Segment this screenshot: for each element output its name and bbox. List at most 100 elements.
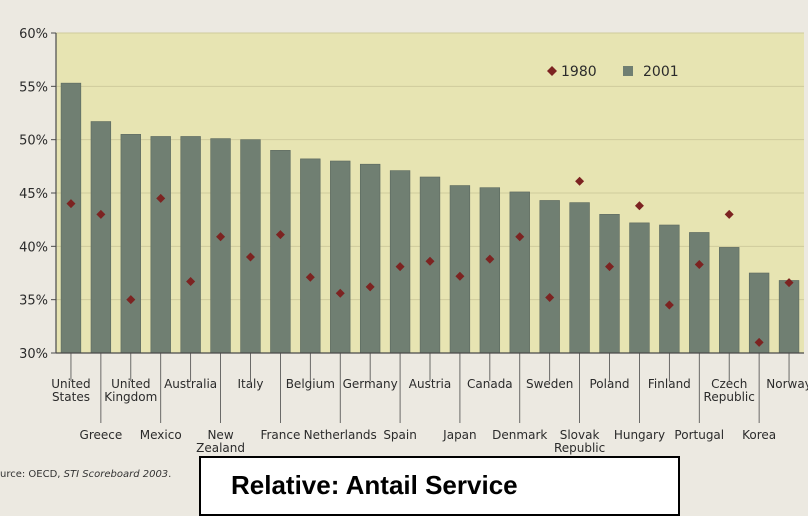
marker-1980	[724, 209, 734, 219]
marker-1980	[664, 300, 674, 310]
bar-2001	[599, 214, 620, 354]
bar-2001	[359, 163, 381, 354]
x-category-label: States	[52, 390, 90, 404]
source-note: urce: OECD, STI Scoreboard 2003.	[0, 469, 171, 480]
bar-2001	[719, 247, 740, 354]
marker-1980	[485, 254, 495, 264]
legend: 1980 2001	[547, 64, 679, 80]
x-category-label: Republic	[554, 441, 605, 455]
marker-1980	[605, 262, 615, 272]
bar-2001	[778, 280, 800, 354]
y-axis-ticks: 30% 35% 40% 45% 50% 55% 60%	[19, 27, 56, 362]
legend-label-2001: 2001	[643, 64, 679, 80]
x-category-label: Korea	[742, 428, 776, 442]
bar-2001	[120, 134, 141, 354]
caption-text: Relative: Antail Service	[231, 470, 518, 500]
bar-2001	[659, 224, 680, 354]
bars-2001	[60, 82, 800, 354]
bar-2001	[240, 139, 261, 354]
bar-2001	[210, 138, 231, 354]
x-category-label: Slovak	[560, 428, 600, 442]
source-prefix: urce: OECD,	[0, 469, 64, 480]
x-category-label: Portugal	[674, 428, 724, 442]
y-tick-label: 30%	[19, 347, 48, 362]
marker-1980	[425, 256, 435, 266]
bar-2001	[479, 187, 501, 354]
y-tick-label: 45%	[19, 187, 48, 202]
marker-1980	[455, 271, 465, 281]
x-category-label: Sweden	[526, 377, 573, 391]
legend-label-1980: 1980	[561, 64, 597, 80]
marker-1980	[275, 230, 285, 240]
x-category-label: Greece	[80, 428, 123, 442]
marker-1980	[784, 278, 794, 288]
x-category-label: Kingdom	[104, 390, 157, 404]
marker-1980	[395, 262, 405, 272]
marker-1980	[245, 252, 255, 262]
marker-1980	[515, 232, 525, 242]
x-category-label: Japan	[442, 428, 476, 442]
x-category-label: Austria	[409, 377, 451, 391]
marker-1980	[156, 193, 166, 203]
x-category-label: Australia	[164, 377, 217, 391]
x-category-label: United	[111, 377, 150, 391]
markers-1980	[66, 176, 794, 347]
x-axis-labels: UnitedStatesGreeceUnitedKingdomMexicoAus…	[51, 353, 808, 455]
x-category-label: Spain	[383, 428, 417, 442]
marker-1980	[634, 201, 644, 211]
marker-1980	[126, 295, 136, 305]
bar-2001	[569, 202, 590, 354]
x-category-label: Mexico	[140, 428, 182, 442]
caption-box: Relative: Antail Service	[199, 456, 680, 516]
bar-2001	[60, 82, 82, 354]
bar-2001	[270, 150, 291, 354]
marker-1980	[96, 209, 106, 219]
bar-2001	[449, 185, 471, 354]
y-tick-label: 55%	[19, 80, 48, 95]
bar-2001	[180, 136, 201, 354]
marker-1980	[305, 272, 315, 282]
y-tick-label: 40%	[19, 240, 48, 255]
marker-1980	[694, 259, 704, 269]
marker-1980	[66, 199, 76, 209]
source-title: STI Scoreboard 2003	[63, 469, 169, 480]
legend-swatch-2001	[623, 66, 633, 76]
source-suffix: .	[168, 469, 172, 480]
marker-1980	[754, 337, 764, 347]
x-category-label: Norway	[766, 377, 808, 391]
y-tick-label: 35%	[19, 294, 48, 309]
bar-2001	[150, 136, 171, 354]
x-category-label: Republic	[704, 390, 755, 404]
x-category-label: Czech	[711, 377, 747, 391]
x-category-label: Zealand	[196, 441, 245, 455]
bar-2001	[539, 200, 560, 354]
x-category-label: Netherlands	[304, 428, 377, 442]
x-category-label: Germany	[343, 377, 398, 391]
chart: 30%35%40%45%50%55%60% UnitedStatesGreece…	[19, 27, 808, 455]
legend-marker-1980	[547, 66, 557, 76]
x-category-label: New	[207, 428, 233, 442]
x-category-label: Italy	[237, 377, 263, 391]
bar-2001	[509, 191, 530, 354]
bar-2001	[300, 158, 321, 354]
bar-2001	[330, 160, 351, 354]
x-category-label: United	[51, 377, 90, 391]
x-category-label: Finland	[648, 377, 691, 391]
marker-1980	[575, 176, 585, 186]
marker-1980	[335, 288, 345, 298]
y-tick-label: 60%	[19, 27, 48, 42]
marker-1980	[216, 232, 226, 242]
x-category-label: Belgium	[286, 377, 335, 391]
marker-1980	[186, 277, 196, 287]
bar-2001	[90, 121, 112, 354]
marker-1980	[545, 293, 555, 303]
bar-2001	[389, 170, 411, 354]
x-category-label: France	[260, 428, 300, 442]
bar-2001	[689, 232, 710, 354]
bar-2001	[629, 222, 650, 354]
x-category-label: Canada	[467, 377, 513, 391]
x-category-label: Poland	[589, 377, 629, 391]
marker-1980	[365, 282, 375, 292]
x-category-label: Denmark	[492, 428, 547, 442]
x-category-label: Hungary	[614, 428, 665, 442]
